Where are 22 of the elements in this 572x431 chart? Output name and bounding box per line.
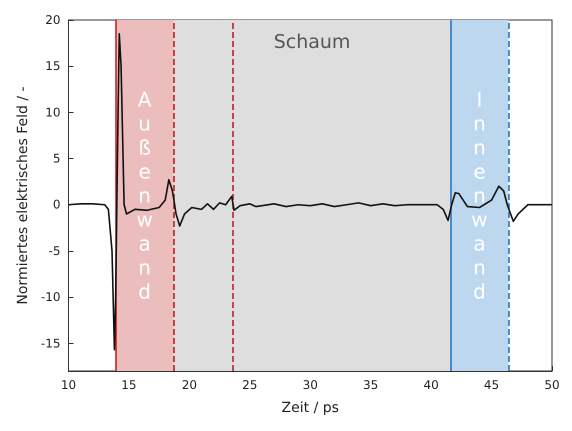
- x-tick-label: 35: [363, 378, 378, 392]
- band-label: Schaum: [274, 31, 350, 53]
- x-tick-label: 25: [242, 378, 258, 392]
- y-tick-label: -15: [40, 336, 60, 350]
- text: Außenwand: [136, 88, 153, 304]
- x-tick-label: 45: [484, 378, 500, 392]
- y-tick-label: 5: [52, 152, 60, 166]
- text: Innenwand: [471, 88, 488, 304]
- y-tick-label: -5: [48, 244, 60, 258]
- line-series: [68, 33, 553, 351]
- x-tick-label: 30: [302, 378, 318, 392]
- y-axis-title: Normiertes elektrisches Feld / -: [15, 86, 31, 305]
- x-axis-title: Zeit / ps: [282, 400, 339, 416]
- x-tick-label: 50: [544, 378, 560, 392]
- y-tick-label: -10: [40, 290, 60, 304]
- y-tick-label: 0: [52, 198, 60, 212]
- y-tick-label: 10: [45, 105, 60, 120]
- x-tick-label: 20: [182, 378, 198, 392]
- y-tick-label: 15: [45, 59, 60, 74]
- y-tick-label: 20: [45, 13, 60, 27]
- x-tick-label: 40: [423, 378, 439, 392]
- x-tick-label: 15: [121, 378, 137, 392]
